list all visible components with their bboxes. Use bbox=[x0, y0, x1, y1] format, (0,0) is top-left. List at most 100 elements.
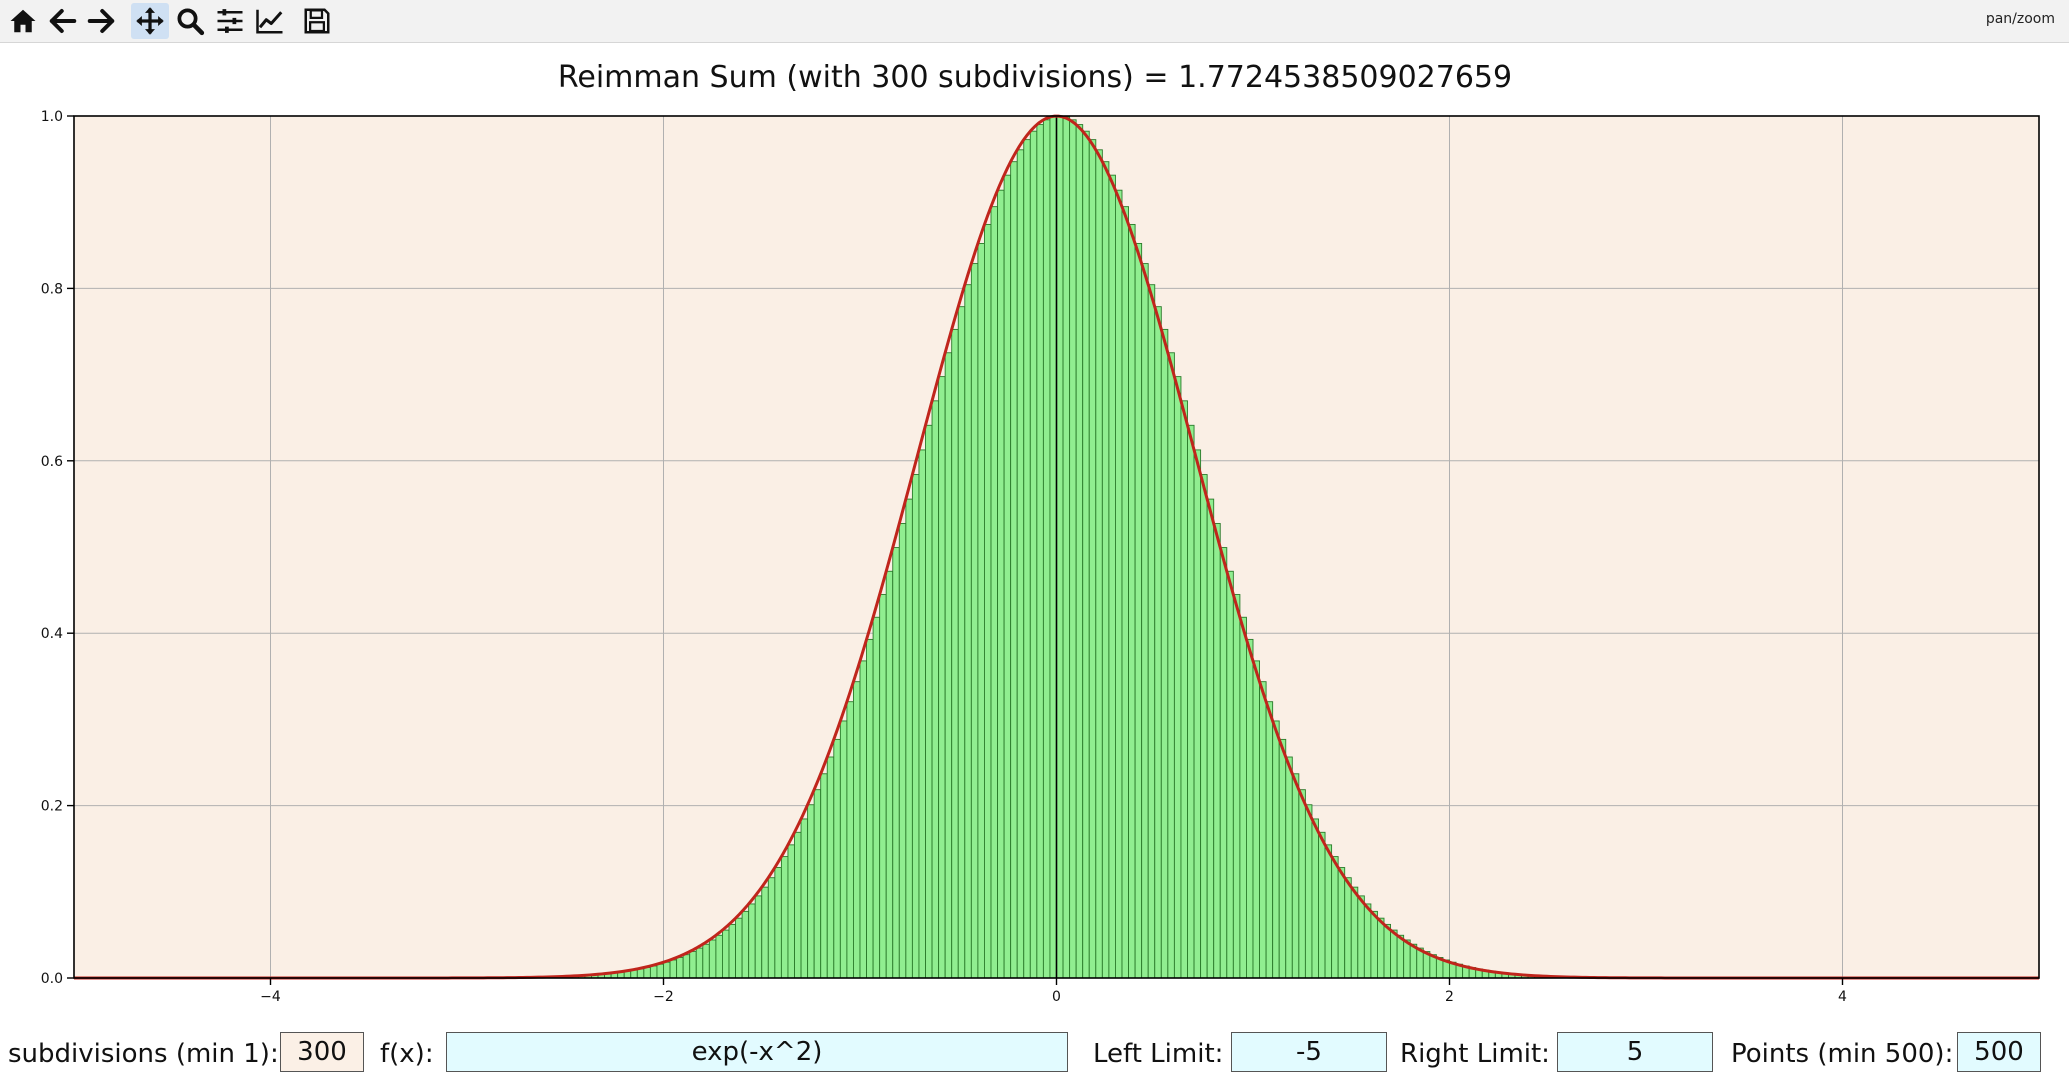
x-tick-label: 0 bbox=[1052, 989, 1061, 1005]
riemann-bar bbox=[794, 831, 802, 979]
right-limit-label: Right Limit: bbox=[1400, 1039, 1550, 1069]
riemann-bar bbox=[1285, 756, 1293, 979]
riemann-bar bbox=[741, 910, 750, 979]
controls-panel: subdivisions (min 1): 300 f(x): exp(-x^2… bbox=[0, 1012, 2069, 1080]
figure[interactable]: Reimman Sum (with 300 subdivisions) = 1.… bbox=[0, 42, 2069, 1012]
riemann-bar bbox=[879, 594, 887, 979]
riemann-bar bbox=[820, 773, 828, 979]
riemann-bar bbox=[1128, 223, 1136, 979]
riemann-bar bbox=[1265, 701, 1274, 979]
right-limit-input[interactable]: 5 bbox=[1557, 1032, 1713, 1072]
riemann-bar bbox=[1206, 498, 1215, 979]
riemann-bar bbox=[748, 903, 756, 979]
riemann-bar bbox=[1291, 773, 1300, 979]
chart-title: Reimman Sum (with 300 subdivisions) = 1.… bbox=[558, 60, 1512, 95]
riemann-bar bbox=[1226, 570, 1234, 979]
riemann-bar bbox=[636, 968, 645, 979]
riemann-bar bbox=[1278, 738, 1287, 979]
riemann-bar bbox=[892, 547, 900, 979]
riemann-bar bbox=[1114, 189, 1123, 979]
y-tick-label: 0.8 bbox=[41, 281, 63, 297]
riemann-bar bbox=[708, 939, 717, 979]
subdivisions-label: subdivisions (min 1): bbox=[8, 1039, 279, 1069]
riemann-bar bbox=[1082, 130, 1090, 979]
fx-input[interactable]: exp(-x^2) bbox=[446, 1032, 1068, 1072]
configure-subplots-button[interactable] bbox=[211, 3, 249, 39]
riemann-bar bbox=[1173, 376, 1182, 979]
riemann-bar bbox=[1376, 917, 1385, 979]
configure-subplots-icon bbox=[217, 9, 243, 33]
riemann-bar bbox=[1363, 903, 1372, 979]
back-button[interactable] bbox=[44, 3, 82, 39]
riemann-bar bbox=[1154, 306, 1162, 979]
riemann-bar bbox=[1062, 116, 1071, 979]
riemann-bar bbox=[1357, 895, 1365, 979]
points-label: Points (min 500): bbox=[1731, 1039, 1954, 1069]
riemann-bar bbox=[1042, 119, 1051, 979]
riemann-bar bbox=[1121, 206, 1129, 979]
riemann-bar bbox=[1337, 867, 1346, 979]
riemann-bar bbox=[1003, 174, 1012, 979]
riemann-bar bbox=[1200, 474, 1208, 979]
riemann-bar bbox=[1029, 130, 1038, 979]
riemann-bar bbox=[885, 570, 894, 979]
riemann-bar bbox=[663, 961, 671, 979]
x-tick-label: 4 bbox=[1838, 989, 1847, 1005]
subdivisions-input[interactable]: 300 bbox=[280, 1032, 364, 1072]
save-button[interactable] bbox=[298, 3, 336, 39]
riemann-bar bbox=[826, 756, 835, 979]
riemann-bar bbox=[839, 720, 848, 979]
riemann-bar bbox=[1108, 174, 1116, 979]
riemann-bar bbox=[898, 523, 907, 979]
home-button[interactable] bbox=[4, 3, 42, 39]
y-tick-label: 0.6 bbox=[41, 454, 63, 470]
save-icon bbox=[304, 8, 330, 34]
riemann-bar bbox=[970, 263, 979, 979]
riemann-bar bbox=[1318, 831, 1326, 979]
riemann-bar bbox=[1403, 939, 1411, 979]
riemann-bar bbox=[1010, 161, 1018, 979]
edit-axis-button[interactable] bbox=[251, 3, 289, 39]
riemann-bar bbox=[944, 352, 953, 979]
riemann-bar bbox=[669, 959, 678, 979]
riemann-bar bbox=[1390, 929, 1398, 979]
riemann-bar bbox=[1350, 886, 1359, 979]
riemann-bar bbox=[859, 660, 867, 979]
riemann-bar bbox=[872, 616, 881, 979]
y-tick-label: 0.2 bbox=[41, 799, 63, 815]
riemann-bar bbox=[1331, 856, 1339, 979]
riemann-bar bbox=[1095, 149, 1103, 979]
riemann-bar bbox=[695, 947, 704, 979]
x-tick-label: −4 bbox=[260, 989, 281, 1005]
riemann-bar bbox=[813, 789, 822, 979]
riemann-bar bbox=[1232, 594, 1241, 979]
points-input[interactable]: 500 bbox=[1957, 1032, 2041, 1072]
y-tick-label: 0.4 bbox=[41, 626, 63, 642]
pan-icon bbox=[136, 7, 164, 35]
riemann-bar bbox=[911, 474, 920, 979]
riemann-bar bbox=[643, 967, 651, 979]
riemann-bar bbox=[774, 867, 782, 979]
ticks: −4 −2 0 2 4 0.0 0.2 0.4 0.6 0.8 1.0 bbox=[41, 109, 1847, 1005]
y-tick-label: 1.0 bbox=[41, 109, 63, 125]
riemann-bar bbox=[951, 328, 959, 979]
riemann-bar bbox=[767, 877, 776, 979]
riemann-bar bbox=[1069, 119, 1077, 979]
x-tick-label: −2 bbox=[653, 989, 674, 1005]
zoom-button[interactable] bbox=[171, 3, 209, 39]
left-limit-label: Left Limit: bbox=[1093, 1039, 1224, 1069]
riemann-bar bbox=[938, 376, 946, 979]
riemann-bar bbox=[990, 206, 999, 979]
riemann-bar bbox=[1324, 844, 1333, 979]
riemann-bar bbox=[905, 498, 913, 979]
riemann-bar bbox=[1167, 352, 1175, 979]
riemann-bar bbox=[1213, 523, 1221, 979]
riemann-bar bbox=[715, 934, 723, 979]
riemann-bar bbox=[1409, 943, 1418, 979]
forward-button[interactable] bbox=[82, 3, 120, 39]
left-limit-input[interactable]: -5 bbox=[1231, 1032, 1387, 1072]
riemann-bar bbox=[977, 243, 985, 979]
pan-button[interactable] bbox=[131, 3, 169, 39]
x-tick-label: 2 bbox=[1445, 989, 1454, 1005]
riemann-bar bbox=[1298, 789, 1306, 979]
